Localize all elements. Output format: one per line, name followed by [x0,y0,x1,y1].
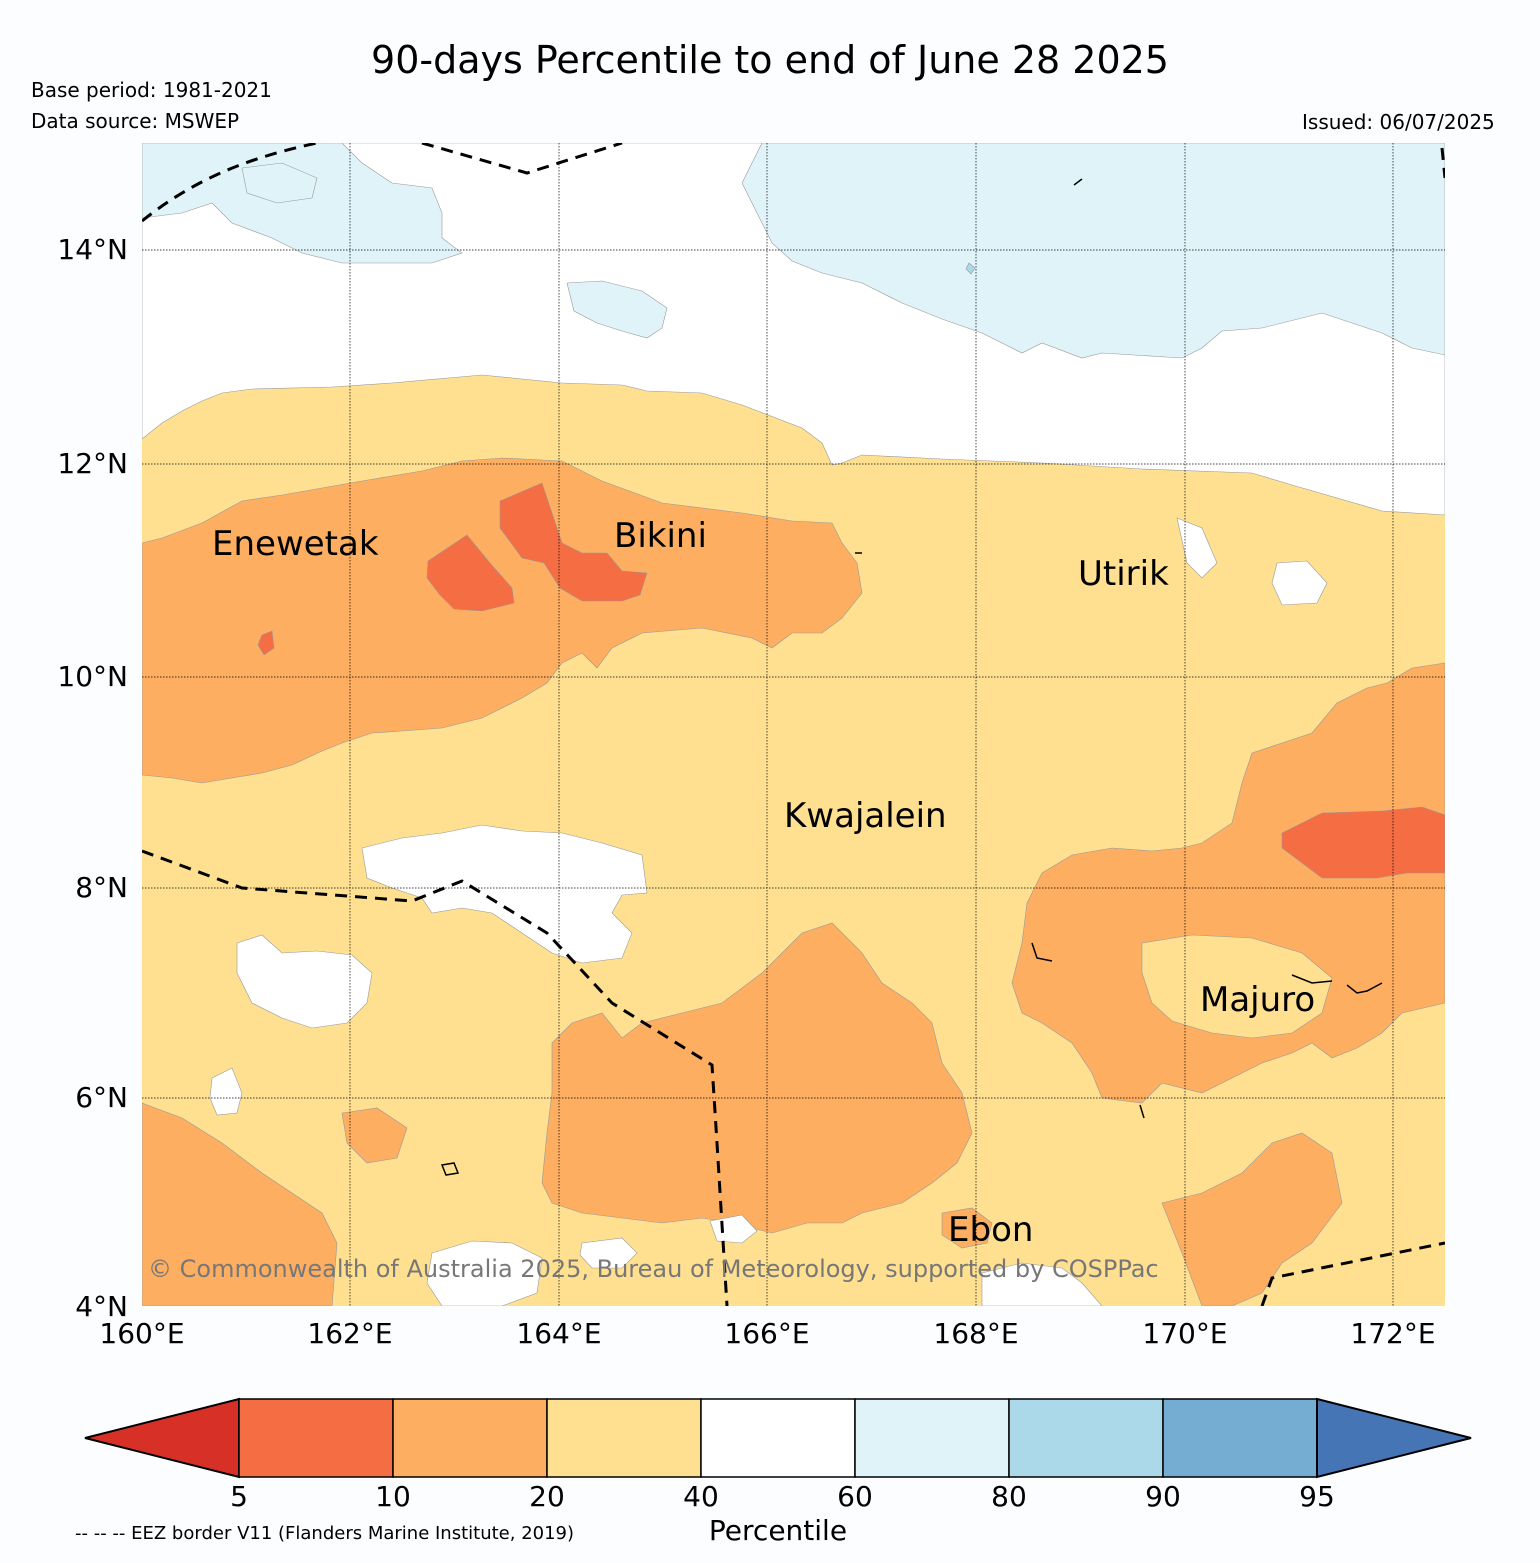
graticule [142,143,1445,1306]
lat-label-12: 12°N [57,447,128,480]
location-label-majuro: Majuro [1200,980,1315,1020]
fill-5-10-a [426,534,515,612]
lat-label-4: 4°N [75,1290,128,1323]
colorbar-tick-10: 10 [375,1480,411,1513]
fill-10-20-west [142,457,863,784]
fill-10-20-south [541,922,973,1234]
fill-40-60-s1 [426,1240,543,1306]
lon-label-172: 172°E [1350,1317,1436,1350]
colorbar-bin-5-10 [238,1398,394,1478]
colorbar-extend-low [84,1397,240,1479]
fill-40-60-central [361,824,648,964]
location-label-bikini: Bikini [614,516,707,556]
lon-label-166: 166°E [724,1317,810,1350]
lon-label-170: 170°E [1142,1317,1228,1350]
colorbar-extend-high [1316,1397,1472,1479]
data-source: Data source: MSWEP [31,109,240,133]
fill-60-80-blob2 [241,162,318,204]
fill-60-80-nw [142,143,463,264]
colorbar-label: Percentile [708,1514,848,1547]
lon-label-164: 164°E [516,1317,602,1350]
colorbar-tick-80: 80 [991,1480,1027,1513]
fill-40-60-s2 [579,1237,638,1269]
lat-label-10: 10°N [57,660,128,693]
location-label-kwajalein: Kwajalein [784,796,947,836]
map-canvas: Enewetak Bikini Utirik Kwajalein Majuro … [142,143,1445,1306]
colorbar-tick-60: 60 [837,1480,873,1513]
lon-label-162: 162°E [307,1317,393,1350]
fill-60-80-north [741,143,1445,359]
fill-5-10-c [1281,806,1445,879]
colorbar-tick-90: 90 [1145,1480,1181,1513]
fill-10-20-sm [341,1107,408,1164]
colorbar-bin-90-95 [1162,1398,1318,1478]
fill-5-10-d [257,630,275,656]
lat-label-14: 14°N [57,233,128,266]
island-outlines [440,178,1383,1176]
map-title: 90-days Percentile to end of June 28 202… [371,38,1169,82]
colorbar [84,1397,1472,1479]
eez-borders [142,143,1445,1306]
fill-80-90-dot [965,262,976,275]
fill-40-60-w2 [209,1067,243,1116]
issued-date: Issued: 06/07/2025 [1302,110,1495,134]
copyright-notice: © Commonwealth of Australia 2025, Bureau… [148,1255,1159,1283]
percentile-map: Enewetak Bikini Utirik Kwajalein Majuro … [142,143,1445,1306]
colorbar-tick-5: 5 [230,1480,248,1513]
colorbar-tick-40: 40 [683,1480,719,1513]
colorbar-bin-10-20 [392,1398,548,1478]
lon-label-160: 160°E [99,1317,185,1350]
fill-10-20-se [1161,1132,1343,1306]
lat-label-8: 8°N [75,871,128,904]
colorbar-bin-20-40 [546,1398,702,1478]
colorbar-bin-80-90 [1008,1398,1164,1478]
colorbar-bin-40-60 [700,1398,856,1478]
fill-10-20-east [1011,662,1445,1104]
fill-40-60-ne2 [1271,560,1328,606]
lon-label-168: 168°E [933,1317,1019,1350]
fill-10-20-ebon [941,1207,993,1249]
fill-40-60-s4 [981,1262,1103,1306]
colorbar-tick-20: 20 [529,1480,565,1513]
fill-60-80-blob1 [566,280,668,339]
fill-10-20-sw [142,1102,338,1306]
lat-label-6: 6°N [75,1081,128,1114]
fill-5-10-b [499,482,648,602]
location-label-enewetak: Enewetak [212,524,379,564]
location-label-ebon: Ebon [948,1210,1033,1250]
base-period: Base period: 1981-2021 [31,78,272,102]
eez-border-note: -- -- -- EEZ border V11 (Flanders Marine… [75,1523,575,1544]
colorbar-tick-95: 95 [1299,1480,1335,1513]
fill-20-40-majuro [1141,934,1333,1039]
colorbar-bin-60-80 [854,1398,1010,1478]
location-label-utirik: Utirik [1078,554,1169,594]
fill-40-60-w1 [236,934,373,1029]
